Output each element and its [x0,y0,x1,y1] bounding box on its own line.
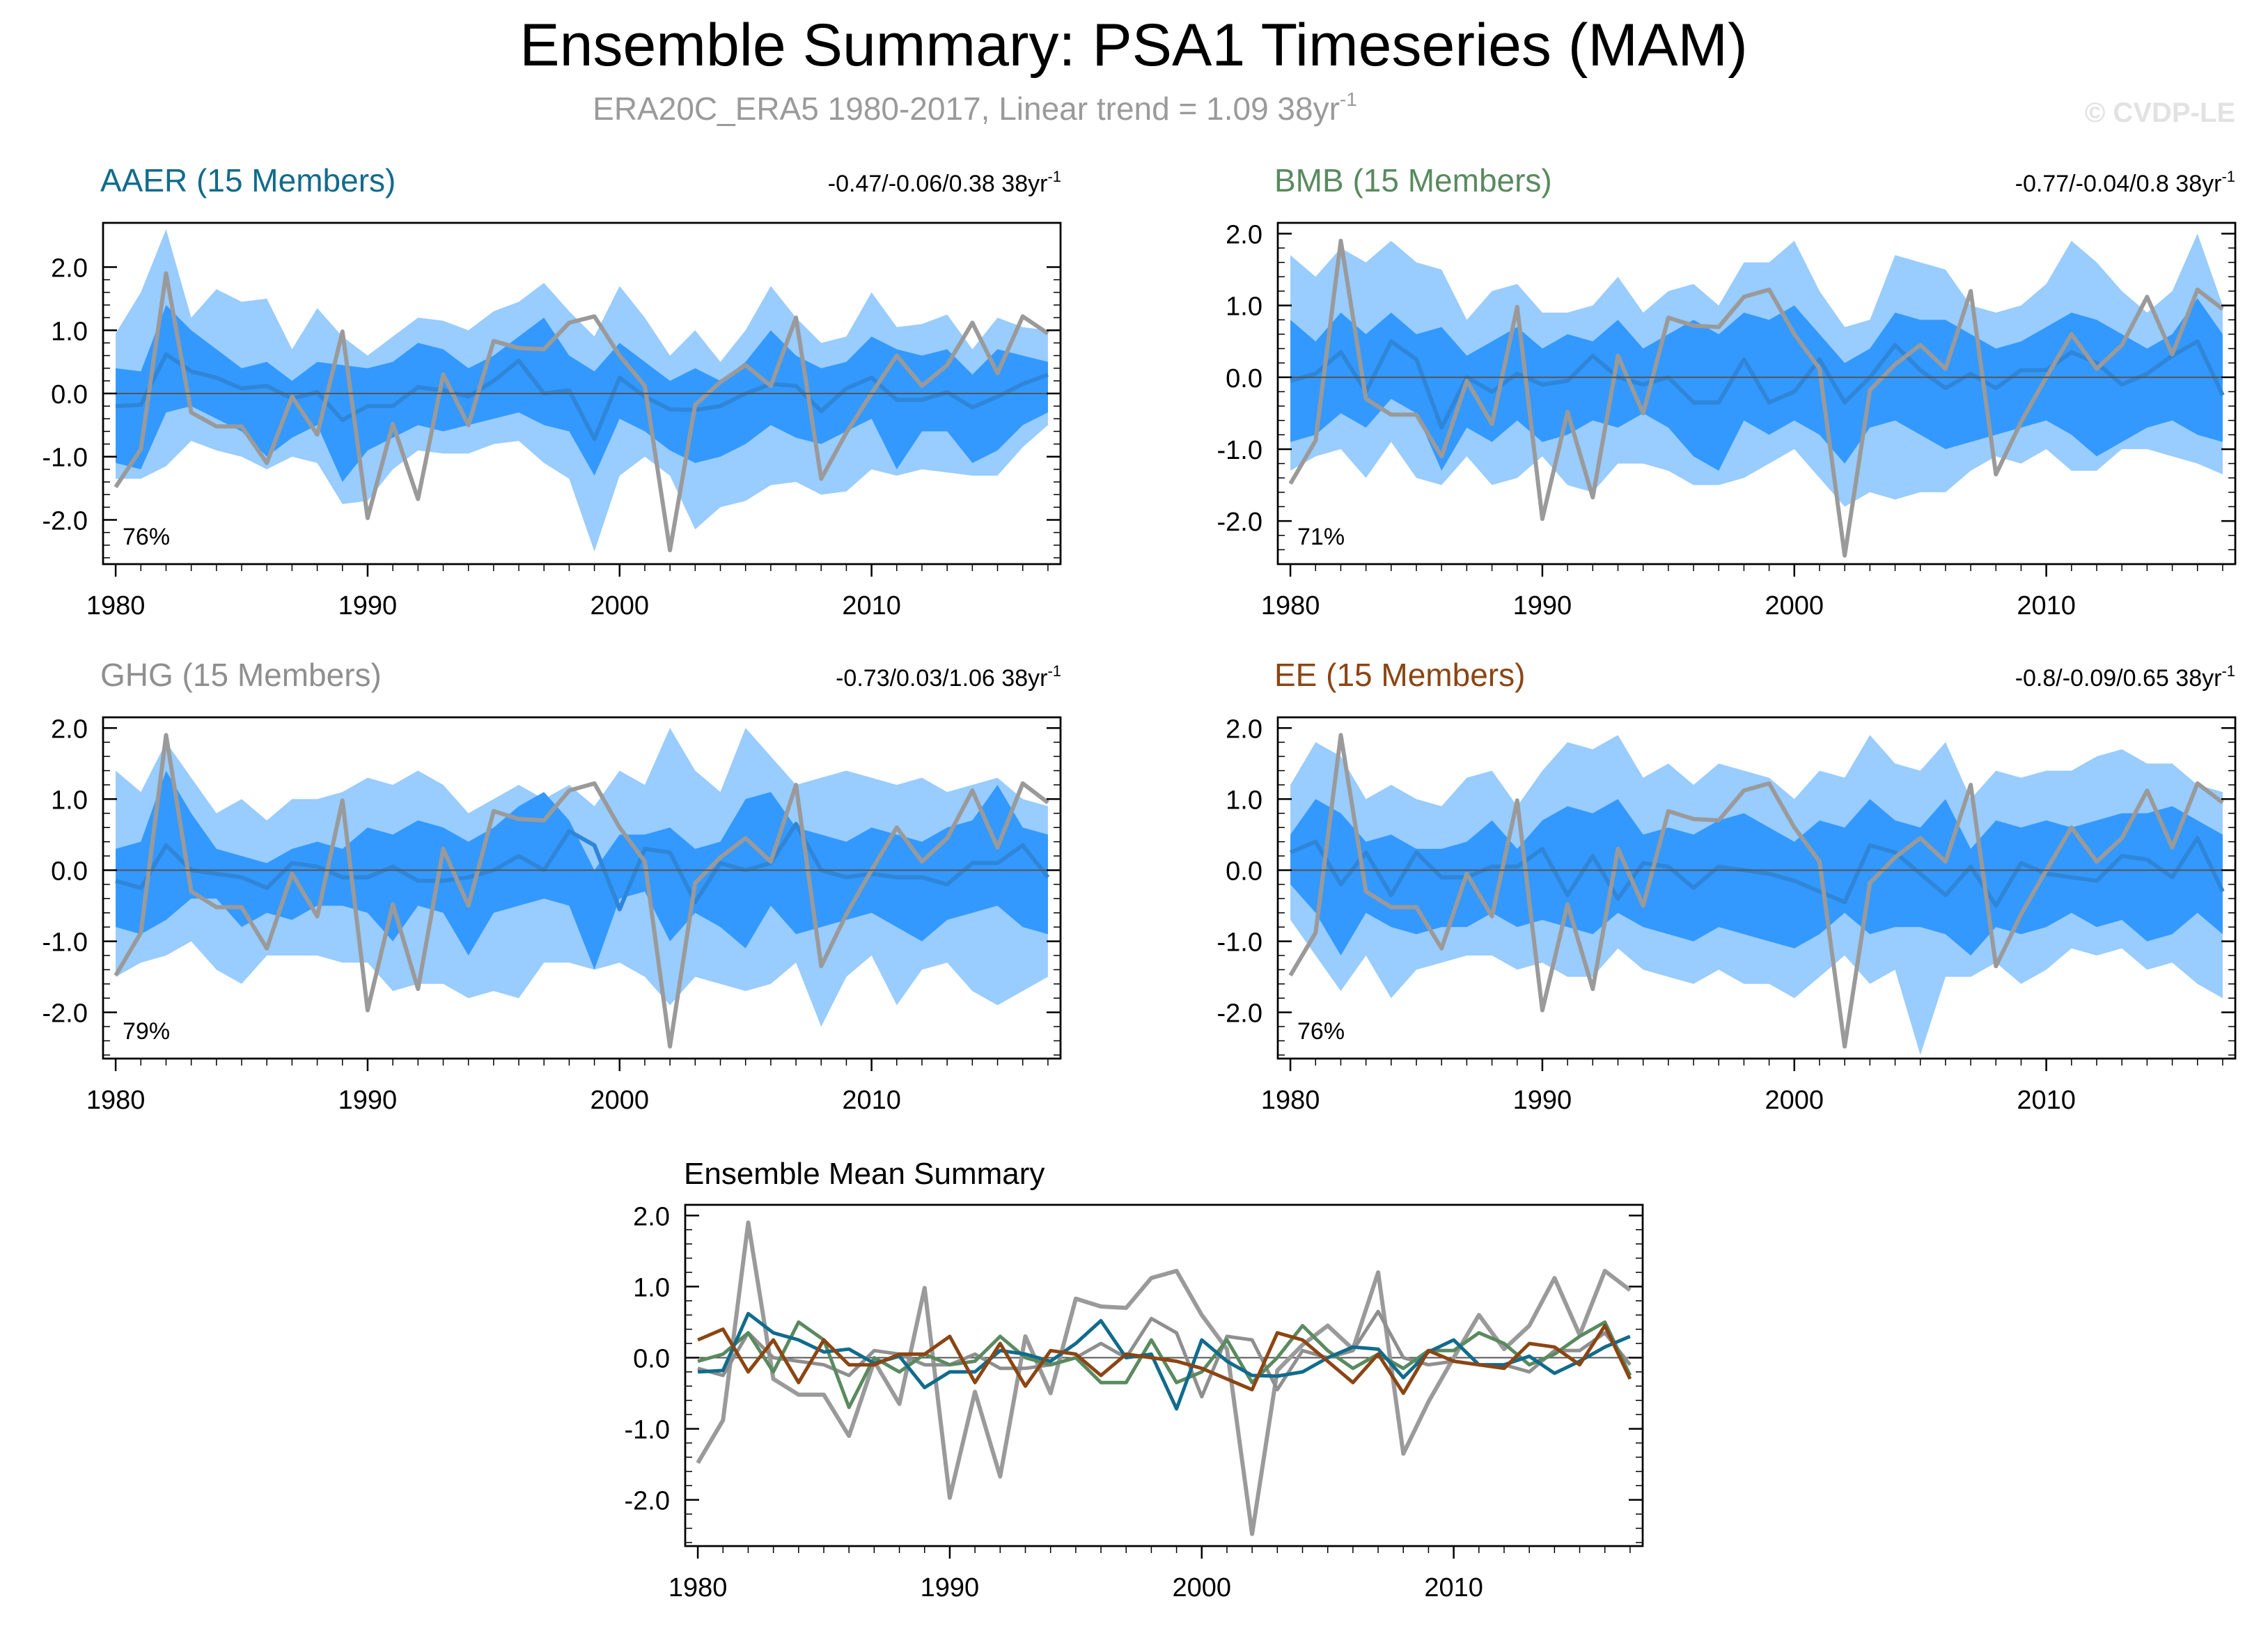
x-tick-label: 1990 [338,1086,398,1115]
y-tick-label: 1.0 [1226,292,1262,322]
trend-stat-text: -0.47/-0.06/0.38 38yr [828,171,1048,197]
plot-frame-top [1276,221,2237,566]
trend-stat: -0.47/-0.06/0.38 38yr-1 [828,168,1061,197]
y-tick-label: 1.0 [1226,786,1262,815]
percent-label: 79% [123,1018,170,1045]
plot-frame-top [1276,716,2237,1060]
x-tick-label: 1980 [1261,591,1320,621]
y-tick-label: 2.0 [633,1202,670,1231]
y-tick-label: -1.0 [42,444,88,473]
trend-stat-superscript: -1 [2221,662,2235,680]
percent-label: 71% [1297,524,1345,550]
plot-area [1288,233,2225,558]
panel-label: AAER (15 Members) [100,162,396,198]
x-tick-label: 2000 [1765,1086,1824,1115]
x-tick-label: 2010 [842,1086,901,1115]
y-tick-label: 2.0 [51,254,88,283]
x-tick-label: 2000 [1765,591,1824,621]
x-tick-label: 2010 [1424,1573,1483,1602]
observed-line [1288,733,2224,1049]
plot-frame-top [684,1203,1644,1547]
y-tick-label: 2.0 [1226,715,1262,744]
x-tick-label: 2010 [842,591,901,621]
percent-label: 76% [123,524,170,550]
y-tick-label: -2.0 [42,999,88,1029]
y-tick-label: 1.0 [51,786,88,815]
plot-frame-top [102,221,1062,566]
y-tick-label: 0.0 [51,380,88,410]
x-tick-label: 1980 [86,591,146,621]
y-tick-label: 2.0 [1226,220,1262,249]
panel-summary: 2.0 1.0 0.0 -1.0 -2.0 1980 1990 2000 2010 Ensembl… [625,1157,1644,1602]
watermark: © CVDP-LE [2085,98,2235,128]
ensemble-mean-line [115,352,1049,442]
plot-area [1288,733,2225,1055]
summary-ee-line [697,1324,1632,1395]
y-tick-label: -2.0 [42,506,88,536]
trend-stat-superscript: -1 [2221,168,2235,185]
y-tick-label: 0.0 [633,1344,670,1373]
y-tick-label: 2.0 [51,715,88,744]
panel-bmb: 2.0 1.0 0.0 -1.0 -2.0 1980 1990 2000 2010 BMB (15… [1217,162,2237,621]
x-tick-label: 1990 [1513,1086,1572,1115]
x-tick-label: 1990 [1513,591,1572,621]
x-tick-label: 2000 [591,1086,650,1115]
plot-area [696,1220,1632,1536]
trend-stat-superscript: -1 [1047,662,1061,680]
panel-label: BMB (15 Members) [1274,162,1552,198]
figure-subtitle: ERA20C_ERA5 1980-2017, Linear trend = 1.… [593,88,1357,127]
observed-line [114,733,1049,1049]
panel-ee: 2.0 1.0 0.0 -1.0 -2.0 1980 1990 2000 2010 EE (15 … [1217,657,2237,1115]
y-tick-label: -1.0 [1217,436,1262,465]
percent-label: 76% [1297,1018,1345,1045]
y-tick-label: -2.0 [1217,999,1262,1029]
x-tick-label: 1980 [1261,1086,1320,1115]
y-tick-label: -1.0 [42,928,88,958]
trend-stat-text: -0.73/0.03/1.06 38yr [836,665,1047,692]
y-tick-label: 1.0 [51,317,88,346]
panel-label: GHG (15 Members) [100,657,382,693]
summary-bmb-line [697,1320,1632,1410]
panel-label: EE (15 Members) [1274,657,1525,693]
summary-aaer-line [697,1311,1631,1411]
trend-stat: -0.73/0.03/1.06 38yr-1 [836,662,1061,692]
ensemble-mean-line [115,822,1050,912]
observed-line [114,271,1049,552]
x-tick-label: 1990 [921,1573,980,1602]
y-tick-label: 0.0 [1226,857,1262,886]
trend-stat-text: -0.8/-0.09/0.65 38yr [2015,665,2222,692]
x-tick-label: 2010 [2017,591,2076,621]
summary-observed-line [696,1220,1632,1536]
ensemble-mean-line [1290,339,2225,430]
y-tick-label: 0.0 [1226,364,1262,393]
plot-frame-top [102,716,1062,1060]
y-tick-label: -2.0 [1217,508,1262,537]
observed-line [1288,238,2224,558]
y-tick-label: 1.0 [633,1273,670,1302]
panel-ghg: 2.0 1.0 0.0 -1.0 -2.0 1980 1990 2000 2010 GHG (15… [42,657,1062,1115]
x-tick-label: 2010 [2017,1086,2076,1115]
y-tick-label: -1.0 [625,1416,670,1445]
trend-stat-superscript: -1 [1047,168,1061,185]
summary-title: Ensemble Mean Summary [684,1157,1045,1191]
y-tick-label: 0.0 [51,857,88,886]
trend-stat-text: -0.77/-0.04/0.8 38yr [2015,171,2222,197]
subtitle-superscript: -1 [1340,88,1357,110]
x-tick-label: 1980 [86,1086,146,1115]
x-tick-label: 1990 [338,591,398,621]
x-tick-label: 1980 [668,1573,728,1602]
ensemble-mean-line [1289,836,2225,908]
x-tick-label: 2000 [591,591,650,621]
panel-aaer: 2.0 1.0 0.0 -1.0 -2.0 1980 1990 2000 2010 AAER (1… [42,162,1062,621]
y-tick-label: -2.0 [625,1487,670,1516]
figure-title: Ensemble Summary: PSA1 Timeseries (MAM) [519,12,1747,79]
x-tick-label: 2000 [1173,1573,1232,1602]
trend-stat: -0.77/-0.04/0.8 38yr-1 [2015,168,2235,197]
trend-stat: -0.8/-0.09/0.65 38yr-1 [2015,662,2235,692]
y-tick-label: -1.0 [1217,928,1262,958]
